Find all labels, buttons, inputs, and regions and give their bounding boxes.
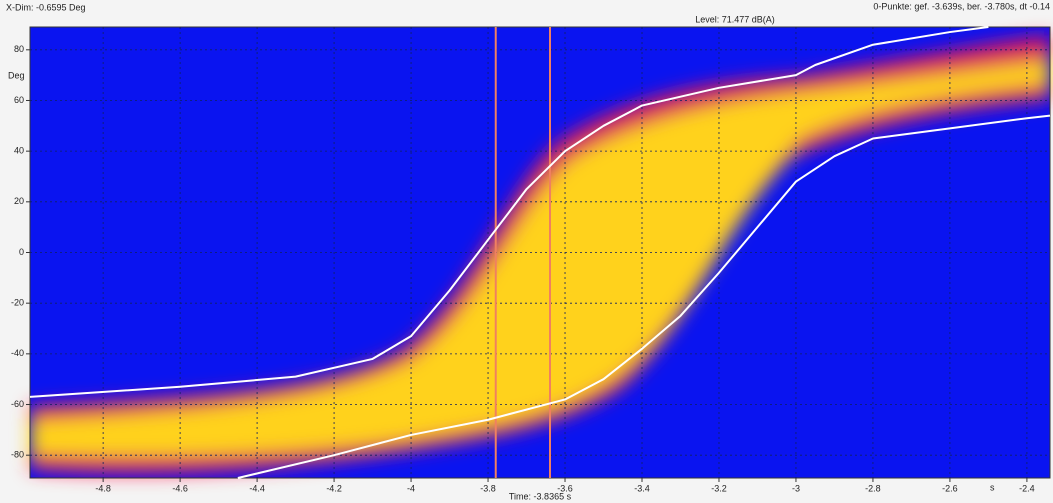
x-tick-label: -3.8 xyxy=(480,483,496,493)
level-label: Level: 71.477 dB(A) xyxy=(695,14,775,24)
x-tick-label: -4 xyxy=(407,483,415,493)
y-tick-label: 20 xyxy=(14,196,24,206)
y-tick-label: 0 xyxy=(19,247,24,257)
x-tick-label: -3.6 xyxy=(557,483,573,493)
curve xyxy=(237,114,1051,479)
y-tick-label: 40 xyxy=(14,146,24,156)
x-tick-label: -4.2 xyxy=(326,483,342,493)
y-tick-label: -60 xyxy=(11,399,24,409)
x-tick-label: -4.4 xyxy=(249,483,265,493)
x-unit: s xyxy=(990,482,995,492)
x-dim-label: X-Dim: -0.6595 Deg xyxy=(6,2,86,12)
heat-band xyxy=(30,35,1050,474)
x-tick-label: -3.4 xyxy=(634,483,650,493)
x-tick-label: -2.6 xyxy=(942,483,958,493)
y-tick-label: -40 xyxy=(11,348,24,358)
y-tick-label: -20 xyxy=(11,298,24,308)
x-title: Time: -3.8365 s xyxy=(509,491,572,501)
y-unit: Deg xyxy=(8,70,25,80)
x-tick-label: -2.4 xyxy=(1019,483,1035,493)
x-tick-label: -3.2 xyxy=(711,483,727,493)
y-tick-label: 80 xyxy=(14,44,24,54)
x-tick-label: -4.8 xyxy=(95,483,111,493)
curve xyxy=(29,26,989,398)
x-tick-label: -4.6 xyxy=(172,483,188,493)
y-tick-label: -80 xyxy=(11,450,24,460)
y-tick-label: 60 xyxy=(14,95,24,105)
x-tick-label: -2.8 xyxy=(865,483,881,493)
zero-points-label: 0-Punkte: gef. -3.639s, ber. -3.780s, dt… xyxy=(873,1,1050,11)
x-tick-label: -3 xyxy=(792,483,800,493)
